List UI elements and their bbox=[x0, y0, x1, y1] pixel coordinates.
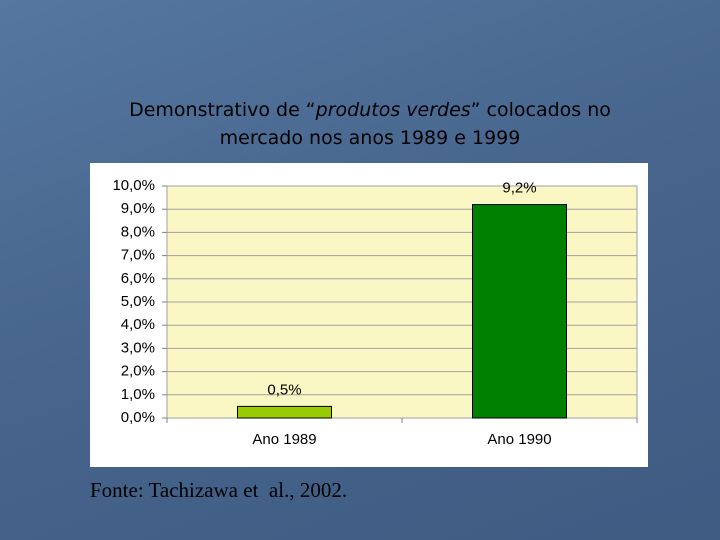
x-tick-label: Ano 1989 bbox=[252, 431, 316, 448]
x-tick-label: Ano 1990 bbox=[487, 431, 551, 448]
y-tick-label: 5,0% bbox=[121, 293, 155, 310]
y-tick-label: 2,0% bbox=[121, 363, 155, 380]
y-tick-label: 6,0% bbox=[121, 270, 155, 287]
y-tick-label: 7,0% bbox=[121, 247, 155, 264]
y-tick-label: 0,0% bbox=[121, 409, 155, 426]
bar bbox=[237, 405, 332, 419]
title-text: Demonstrativo de “ bbox=[129, 99, 316, 121]
y-tick-label: 3,0% bbox=[121, 339, 155, 356]
y-tick-label: 1,0% bbox=[121, 386, 155, 403]
y-tick-label: 10,0% bbox=[112, 177, 155, 194]
bar bbox=[472, 204, 567, 419]
source: Fonte: Tachizawa et al., 2002. bbox=[90, 478, 348, 502]
y-tick-label: 9,0% bbox=[121, 200, 155, 217]
y-tick-label: 8,0% bbox=[121, 223, 155, 240]
data-label: 9,2% bbox=[502, 180, 536, 197]
slide-title: Demonstrativo de “produtos verdes” coloc… bbox=[100, 96, 640, 152]
data-label: 0,5% bbox=[267, 381, 301, 398]
y-tick-label: 4,0% bbox=[121, 316, 155, 333]
title-italic: produtos verdes bbox=[315, 99, 471, 121]
title-text: ” colocados no mercado nos anos 1989 e 1… bbox=[219, 99, 611, 149]
